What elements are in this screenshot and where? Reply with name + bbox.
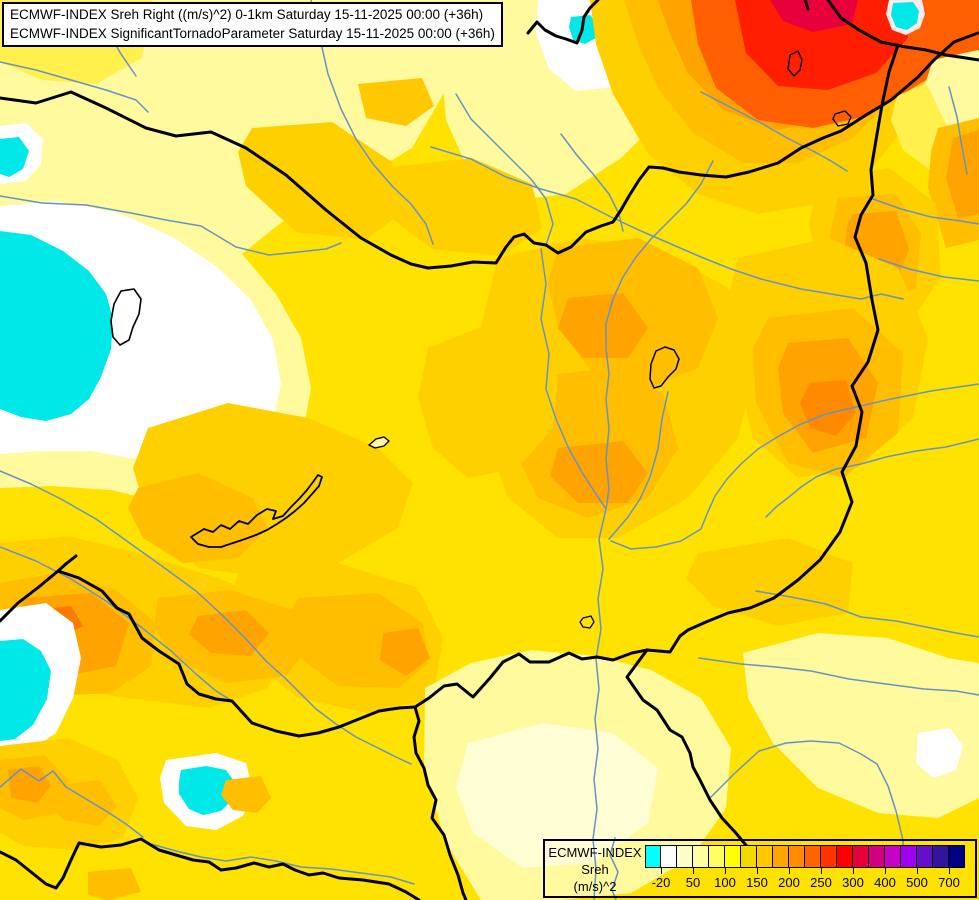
legend-tick-label: 150 bbox=[746, 875, 768, 890]
small-lake bbox=[787, 50, 803, 77]
legend-product: ECMWF-INDEX bbox=[548, 845, 642, 860]
legend-tick-label: 500 bbox=[906, 875, 928, 890]
legend-tick-label: 400 bbox=[874, 875, 896, 890]
title-line-1: ECMWF-INDEX Sreh Right ((m/s)^2) 0-1km S… bbox=[10, 7, 484, 22]
legend-swatch bbox=[677, 845, 693, 868]
legend-swatch bbox=[885, 845, 901, 868]
legend-tick bbox=[949, 868, 950, 874]
small-lake bbox=[832, 110, 852, 127]
legend-swatch bbox=[789, 845, 805, 868]
legend-colorbar bbox=[645, 845, 965, 868]
legend-swatch bbox=[645, 845, 661, 868]
legend-tick-label: 700 bbox=[938, 875, 960, 890]
legend-tick-label: 250 bbox=[810, 875, 832, 890]
legend-swatch bbox=[757, 845, 773, 868]
title-box: ECMWF-INDEX Sreh Right ((m/s)^2) 0-1km S… bbox=[2, 2, 503, 47]
legend-tick bbox=[757, 868, 758, 874]
legend: ECMWF-INDEX Sreh (m/s)^2 -20 50 100 150 200 2… bbox=[543, 839, 977, 898]
legend-tick bbox=[789, 868, 790, 874]
legend-swatch bbox=[869, 845, 885, 868]
legend-swatch bbox=[837, 845, 853, 868]
legend-tick-label: 100 bbox=[714, 875, 736, 890]
legend-tick-label: 300 bbox=[842, 875, 864, 890]
legend-tick-label: 50 bbox=[685, 875, 701, 890]
legend-tick bbox=[821, 868, 822, 874]
legend-swatch bbox=[917, 845, 933, 868]
legend-swatch bbox=[773, 845, 789, 868]
legend-tick bbox=[725, 868, 726, 874]
legend-swatch bbox=[949, 845, 965, 868]
legend-tick bbox=[885, 868, 886, 874]
legend-swatch bbox=[661, 845, 677, 868]
lake-balaton bbox=[190, 474, 323, 548]
legend-swatch bbox=[741, 845, 757, 868]
legend-swatch bbox=[853, 845, 869, 868]
legend-swatch bbox=[709, 845, 725, 868]
legend-swatch bbox=[821, 845, 837, 868]
legend-tick bbox=[917, 868, 918, 874]
lake-tisza bbox=[649, 346, 680, 389]
legend-swatch bbox=[901, 845, 917, 868]
legend-tick bbox=[853, 868, 854, 874]
legend-swatch bbox=[725, 845, 741, 868]
legend-swatch bbox=[805, 845, 821, 868]
legend-tick bbox=[661, 868, 662, 874]
legend-units: (m/s)^2 bbox=[573, 879, 617, 894]
legend-tick-label: 200 bbox=[778, 875, 800, 890]
legend-text: ECMWF-INDEX Sreh (m/s)^2 bbox=[545, 844, 645, 895]
legend-tick bbox=[693, 868, 694, 874]
small-lake bbox=[368, 436, 390, 449]
small-lake bbox=[579, 615, 595, 629]
legend-parameter: Sreh bbox=[581, 862, 609, 877]
lake-ferto bbox=[110, 288, 142, 346]
lakes bbox=[110, 50, 852, 629]
legend-swatch bbox=[693, 845, 709, 868]
legend-tick-label: -20 bbox=[651, 875, 671, 890]
title-line-2: ECMWF-INDEX SignificantTornadoParameter … bbox=[10, 26, 495, 41]
legend-swatch bbox=[933, 845, 949, 868]
